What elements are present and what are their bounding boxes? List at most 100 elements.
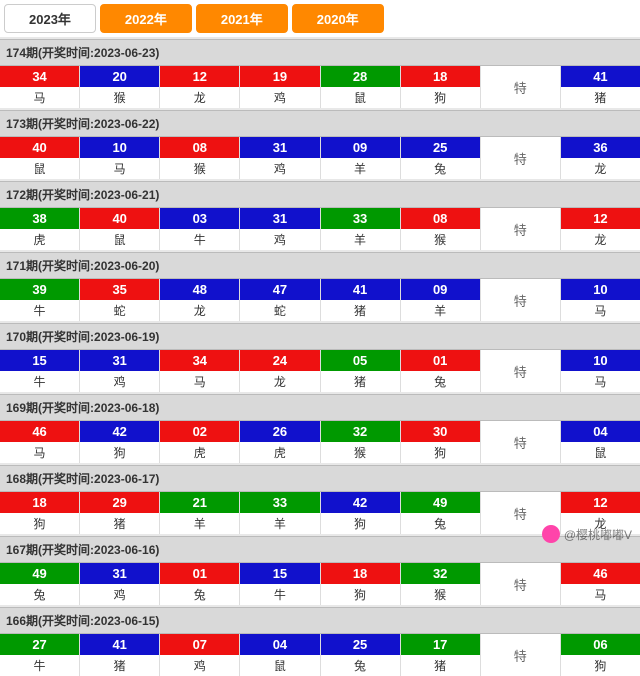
ball-zodiac: 兔 bbox=[401, 371, 480, 392]
ball-zodiac: 狗 bbox=[401, 442, 480, 463]
ball-number: 40 bbox=[80, 208, 159, 229]
section-title: 169期(开奖时间:2023-06-18) bbox=[0, 394, 640, 421]
special-zodiac: 马 bbox=[561, 300, 640, 321]
ball-cell: 19鸡 bbox=[240, 66, 320, 108]
year-tab-0[interactable]: 2023年 bbox=[4, 4, 96, 33]
ball-number: 48 bbox=[160, 279, 239, 300]
ball-cell: 41猪 bbox=[80, 634, 160, 676]
special-zodiac: 马 bbox=[561, 584, 640, 605]
ball-zodiac: 牛 bbox=[160, 229, 239, 250]
ball-zodiac: 猴 bbox=[401, 584, 480, 605]
year-tab-1[interactable]: 2022年 bbox=[100, 4, 192, 33]
special-number: 12 bbox=[561, 208, 640, 229]
special-ball-cell: 46马 bbox=[561, 563, 640, 605]
ball-cell: 18狗 bbox=[401, 66, 481, 108]
ball-cell: 32猴 bbox=[401, 563, 481, 605]
ball-number: 26 bbox=[240, 421, 319, 442]
balls-row: 40鼠10马08猴31鸡09羊25兔特36龙 bbox=[0, 137, 640, 179]
result-section: 168期(开奖时间:2023-06-17)18狗29猪21羊33羊42狗49兔特… bbox=[0, 465, 640, 534]
ball-cell: 33羊 bbox=[240, 492, 320, 534]
ball-number: 29 bbox=[80, 492, 159, 513]
ball-number: 03 bbox=[160, 208, 239, 229]
ball-number: 33 bbox=[240, 492, 319, 513]
ball-zodiac: 狗 bbox=[401, 87, 480, 108]
ball-zodiac: 猪 bbox=[80, 655, 159, 676]
ball-cell: 02虎 bbox=[160, 421, 240, 463]
ball-cell: 03牛 bbox=[160, 208, 240, 250]
special-ball-cell: 06狗 bbox=[561, 634, 640, 676]
ball-zodiac: 龙 bbox=[160, 300, 239, 321]
special-number: 41 bbox=[561, 66, 640, 87]
balls-row: 27牛41猪07鸡04鼠25兔17猪特06狗 bbox=[0, 634, 640, 676]
ball-cell: 47蛇 bbox=[240, 279, 320, 321]
ball-cell: 29猪 bbox=[80, 492, 160, 534]
section-title: 170期(开奖时间:2023-06-19) bbox=[0, 323, 640, 350]
special-ball-cell: 36龙 bbox=[561, 137, 640, 179]
special-ball-cell: 12龙 bbox=[561, 492, 640, 534]
ball-number: 39 bbox=[0, 279, 79, 300]
section-title: 166期(开奖时间:2023-06-15) bbox=[0, 607, 640, 634]
ball-number: 40 bbox=[0, 137, 79, 158]
ball-number: 47 bbox=[240, 279, 319, 300]
ball-cell: 41猪 bbox=[321, 279, 401, 321]
special-label: 特 bbox=[481, 279, 561, 321]
ball-zodiac: 鸡 bbox=[240, 158, 319, 179]
special-label: 特 bbox=[481, 421, 561, 463]
ball-number: 05 bbox=[321, 350, 400, 371]
ball-cell: 28鼠 bbox=[321, 66, 401, 108]
special-number: 10 bbox=[561, 279, 640, 300]
ball-number: 09 bbox=[401, 279, 480, 300]
ball-cell: 08猴 bbox=[401, 208, 481, 250]
ball-cell: 26虎 bbox=[240, 421, 320, 463]
ball-zodiac: 狗 bbox=[321, 513, 400, 534]
ball-number: 34 bbox=[0, 66, 79, 87]
ball-zodiac: 猴 bbox=[321, 442, 400, 463]
ball-zodiac: 兔 bbox=[0, 584, 79, 605]
ball-zodiac: 鸡 bbox=[80, 371, 159, 392]
ball-cell: 10马 bbox=[80, 137, 160, 179]
year-tab-3[interactable]: 2020年 bbox=[292, 4, 384, 33]
ball-number: 08 bbox=[401, 208, 480, 229]
ball-cell: 46马 bbox=[0, 421, 80, 463]
ball-cell: 25兔 bbox=[401, 137, 481, 179]
result-section: 174期(开奖时间:2023-06-23)34马20猴12龙19鸡28鼠18狗特… bbox=[0, 39, 640, 108]
special-zodiac: 龙 bbox=[561, 158, 640, 179]
section-title: 174期(开奖时间:2023-06-23) bbox=[0, 39, 640, 66]
ball-cell: 12龙 bbox=[160, 66, 240, 108]
ball-cell: 09羊 bbox=[401, 279, 481, 321]
result-section: 171期(开奖时间:2023-06-20)39牛35蛇48龙47蛇41猪09羊特… bbox=[0, 252, 640, 321]
ball-zodiac: 牛 bbox=[240, 584, 319, 605]
ball-number: 31 bbox=[80, 350, 159, 371]
section-title: 167期(开奖时间:2023-06-16) bbox=[0, 536, 640, 563]
ball-cell: 15牛 bbox=[0, 350, 80, 392]
ball-zodiac: 鼠 bbox=[240, 655, 319, 676]
ball-zodiac: 兔 bbox=[321, 655, 400, 676]
ball-number: 28 bbox=[321, 66, 400, 87]
ball-zodiac: 羊 bbox=[321, 158, 400, 179]
ball-cell: 25兔 bbox=[321, 634, 401, 676]
special-zodiac: 马 bbox=[561, 371, 640, 392]
ball-zodiac: 鼠 bbox=[0, 158, 79, 179]
ball-cell: 07鸡 bbox=[160, 634, 240, 676]
ball-number: 31 bbox=[240, 137, 319, 158]
result-section: 173期(开奖时间:2023-06-22)40鼠10马08猴31鸡09羊25兔特… bbox=[0, 110, 640, 179]
ball-zodiac: 鸡 bbox=[160, 655, 239, 676]
results-list: 174期(开奖时间:2023-06-23)34马20猴12龙19鸡28鼠18狗特… bbox=[0, 39, 640, 676]
ball-number: 25 bbox=[401, 137, 480, 158]
ball-zodiac: 鼠 bbox=[80, 229, 159, 250]
ball-cell: 04鼠 bbox=[240, 634, 320, 676]
ball-zodiac: 牛 bbox=[0, 300, 79, 321]
section-title: 173期(开奖时间:2023-06-22) bbox=[0, 110, 640, 137]
special-label: 特 bbox=[481, 563, 561, 605]
year-tab-2[interactable]: 2021年 bbox=[196, 4, 288, 33]
special-zodiac: 鼠 bbox=[561, 442, 640, 463]
special-ball-cell: 10马 bbox=[561, 279, 640, 321]
ball-zodiac: 龙 bbox=[160, 87, 239, 108]
ball-cell: 48龙 bbox=[160, 279, 240, 321]
ball-number: 42 bbox=[321, 492, 400, 513]
ball-number: 31 bbox=[240, 208, 319, 229]
ball-zodiac: 猴 bbox=[160, 158, 239, 179]
ball-cell: 31鸡 bbox=[240, 208, 320, 250]
ball-zodiac: 马 bbox=[80, 158, 159, 179]
ball-cell: 39牛 bbox=[0, 279, 80, 321]
